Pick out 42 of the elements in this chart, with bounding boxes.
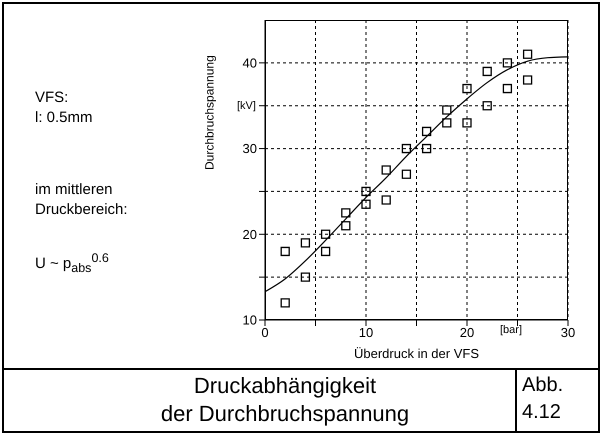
y-axis-title: Durchbruchspannung	[202, 55, 216, 170]
point	[341, 208, 350, 218]
point	[462, 118, 472, 128]
point	[300, 272, 310, 282]
point	[341, 221, 350, 230]
text: [bar]	[500, 323, 522, 338]
text: im mittleren Druckbereich:	[35, 180, 128, 220]
x-tick-label: 20	[460, 325, 474, 340]
point	[482, 101, 492, 110]
point	[522, 50, 532, 59]
y-tick-label: 20	[242, 226, 257, 242]
x-axis-title: Überdruck in der VFS	[354, 346, 480, 361]
point	[300, 238, 310, 248]
point	[361, 200, 371, 209]
point	[502, 84, 512, 94]
point	[402, 144, 412, 154]
point	[482, 66, 492, 76]
x-tick-label: 30	[560, 325, 576, 340]
point	[280, 246, 290, 256]
x-tick-label: 10	[358, 325, 374, 340]
point	[442, 105, 452, 115]
point	[402, 170, 412, 179]
point	[462, 84, 472, 94]
point	[382, 165, 391, 175]
point	[522, 75, 532, 85]
point	[422, 144, 432, 154]
text: [kV]	[237, 99, 256, 114]
point	[422, 126, 432, 136]
text: VFS: l: 0.5mm	[35, 88, 93, 128]
point	[320, 230, 330, 239]
caption: Abb. 4.12	[522, 373, 564, 425]
y-tick-label: 40	[242, 55, 257, 70]
y-tick-label: 30	[242, 141, 257, 156]
point	[361, 186, 371, 196]
point	[280, 298, 290, 308]
point	[320, 246, 330, 256]
point	[382, 195, 391, 205]
point	[502, 58, 512, 68]
text: Druckabhängigkeit der Durchbruchspannung	[160, 372, 410, 428]
point	[442, 118, 452, 128]
x-tick-label: 0	[261, 325, 269, 340]
y-tick-label: 10	[242, 312, 257, 328]
